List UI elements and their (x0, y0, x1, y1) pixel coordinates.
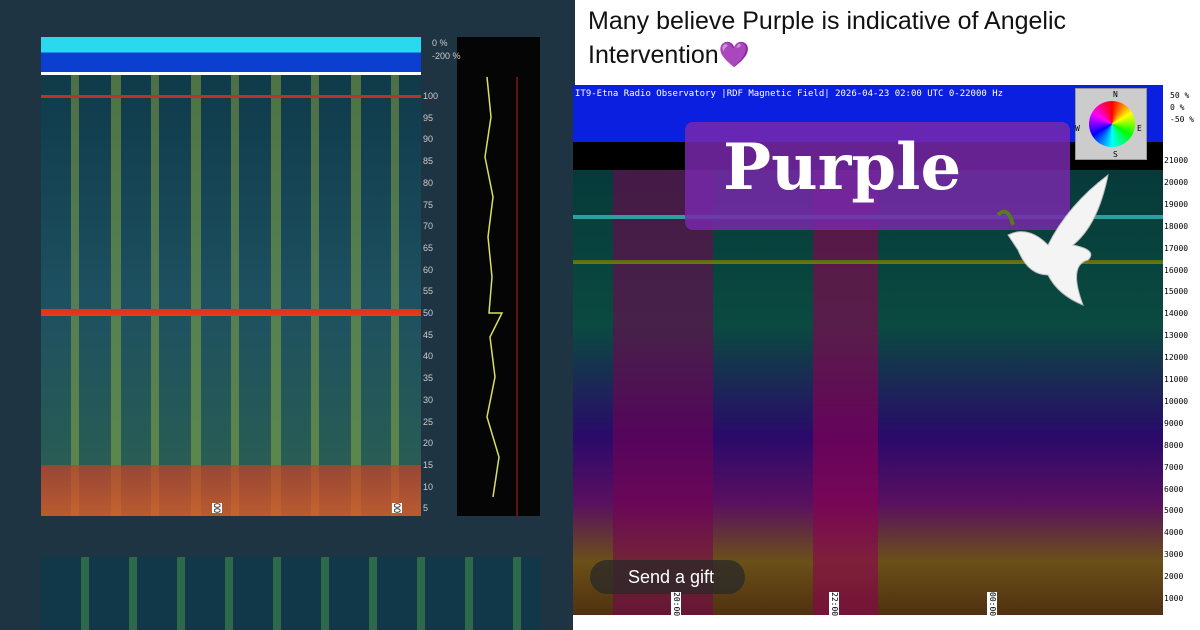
left-top-strip (41, 37, 421, 75)
compass (1075, 88, 1147, 160)
right-time-label: 00:00 (987, 592, 997, 617)
right-y-label: 19000 (1164, 199, 1189, 209)
purple-overlay-text: Purple (723, 130, 962, 205)
left-y-label: 55 (423, 286, 434, 297)
left-y-label: 70 (423, 221, 434, 232)
right-y-label: 20000 (1164, 177, 1189, 187)
right-y-label: 9000 (1164, 418, 1184, 428)
right-y-label: 15000 (1164, 287, 1189, 297)
right-y-label: 5000 (1164, 506, 1184, 516)
right-y-label: 18000 (1164, 221, 1189, 231)
right-y-label: 7000 (1164, 462, 1184, 472)
left-pane: 100 95 90 85 80 75 70 65 60 55 50 45 40 35 30 25 20 15 10 5… (0, 0, 575, 630)
right-axis (1163, 142, 1200, 630)
right-header: IT9-Etna Radio Observatory |RDF Magnetic… (575, 89, 1004, 99)
caption: Many believe Purple is indicative of Ang… (588, 7, 1067, 69)
right-y-label: 8000 (1164, 440, 1184, 450)
left-y-label: 50 (423, 308, 434, 318)
left-y-label: 25 (423, 416, 434, 427)
right-y-label: 4000 (1164, 528, 1184, 538)
left-y-label: 30 (423, 394, 434, 405)
right-y-label: 2000 (1164, 572, 1184, 582)
right-y-label: 6000 (1164, 484, 1184, 494)
right-y-label: 10000 (1164, 396, 1189, 406)
right-y-label: 3000 (1164, 550, 1184, 560)
left-side-plot (457, 37, 540, 516)
right-percent-label: 50 % (1170, 91, 1190, 100)
left-percent-label: 0 % (432, 38, 448, 48)
right-y-label: 16000 (1164, 265, 1189, 275)
left-percent-label: -200 % (432, 51, 461, 61)
right-y-label: 1000 (1164, 594, 1184, 603)
right-percent-label: 0 % (1170, 103, 1185, 112)
right-y-label: 21000 (1164, 156, 1189, 165)
left-y-label: 65 (423, 242, 434, 253)
left-y-label: 40 (423, 351, 434, 362)
left-y-label: 85 (423, 156, 434, 167)
right-y-label: 17000 (1164, 243, 1189, 253)
right-y-label: 13000 (1164, 331, 1189, 341)
compass-letter: N (1113, 90, 1118, 99)
right-time-label: 20:00 (671, 592, 681, 617)
left-spectrogram-image (41, 75, 421, 516)
compass-letter: W (1075, 124, 1080, 133)
left-y-label: 45 (423, 329, 434, 340)
right-y-label: 11000 (1164, 375, 1189, 384)
left-time-label: 00 (212, 503, 222, 514)
left-y-label: 60 (423, 264, 434, 275)
left-y-label: 35 (423, 373, 434, 384)
compass-wheel (1089, 101, 1135, 147)
right-spectrogram-image: IT9-Etna Radio Observatory |RDF Magnetic… (573, 85, 1200, 630)
left-y-label: 15 (423, 459, 434, 470)
left-y-label: 75 (423, 199, 434, 210)
side-plot-trace (484, 76, 518, 516)
left-y-label: 80 (423, 177, 434, 188)
compass-letter: S (1113, 150, 1118, 159)
right-y-label: 14000 (1164, 309, 1189, 319)
bottom-spectrogram-image (41, 557, 541, 630)
left-time-label: 00 (392, 503, 402, 514)
left-y-label: 20 (423, 438, 434, 449)
send-gift-label[interactable]: Send a gift (628, 567, 715, 587)
send-gift-button[interactable]: Send a gift (590, 560, 745, 594)
right-y-label: 12000 (1164, 353, 1189, 363)
left-y-label: 10 (423, 481, 434, 492)
left-y-label: 5 (423, 503, 429, 514)
right-time-label: 22:00 (829, 592, 839, 617)
left-y-label: 90 (423, 134, 434, 145)
right-percent-label: -50 % (1170, 115, 1195, 124)
left-y-label: 100 (423, 91, 439, 101)
compass-letter: E (1137, 124, 1142, 133)
left-y-label: 95 (423, 112, 434, 123)
dove (996, 173, 1109, 306)
